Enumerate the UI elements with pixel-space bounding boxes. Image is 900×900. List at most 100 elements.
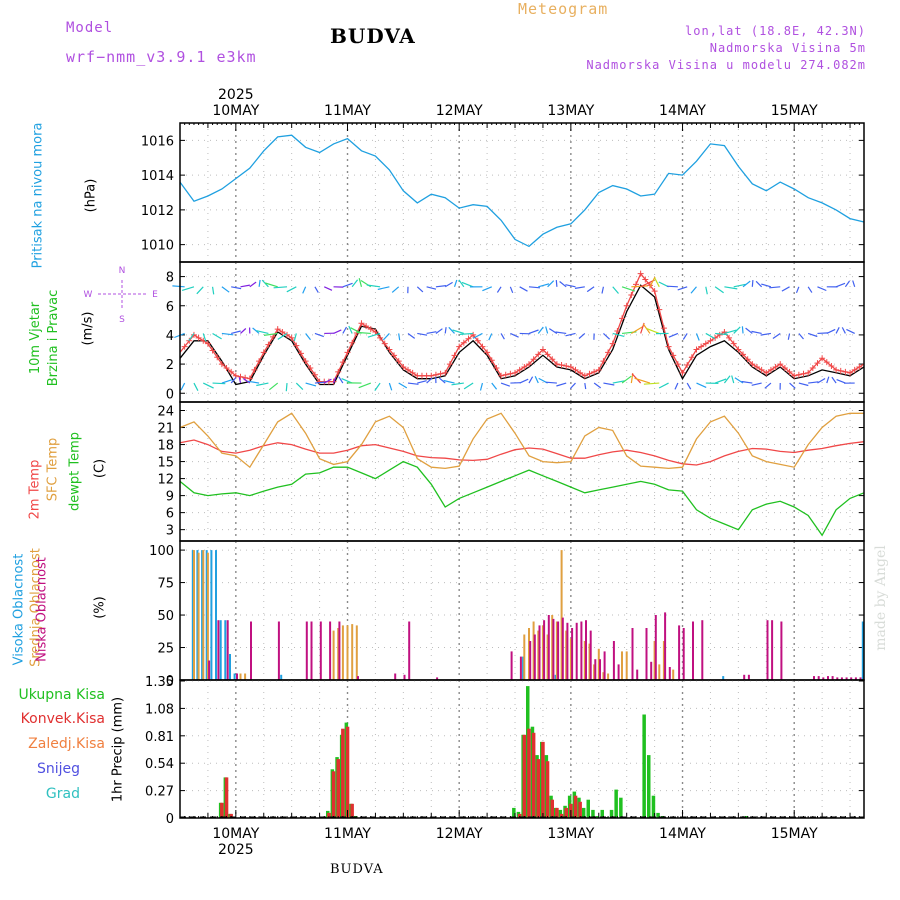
- top-day-label: 14MAY: [659, 103, 706, 119]
- gust-marker: [307, 364, 314, 371]
- bar: [345, 726, 350, 818]
- gust-marker: [698, 343, 705, 350]
- bar: [236, 673, 238, 680]
- bar: [546, 634, 549, 680]
- bar: [336, 759, 340, 818]
- wind-arrow: [808, 381, 819, 384]
- wind-arrow: [249, 281, 257, 288]
- wind-arrow: [555, 280, 558, 287]
- wind-arrow: [314, 286, 319, 293]
- gust-marker: [377, 334, 384, 341]
- bar: [559, 813, 564, 818]
- temp-unit: (C): [92, 458, 108, 479]
- bar: [581, 807, 586, 818]
- bar: [744, 816, 749, 818]
- panel-frame: [179, 122, 865, 263]
- bottom-day-label: 12MAY: [436, 826, 483, 842]
- bar: [578, 801, 582, 818]
- gust-marker: [591, 368, 598, 375]
- gust-marker: [800, 370, 807, 377]
- wind-arrow: [451, 382, 464, 386]
- gust-marker: [181, 343, 188, 350]
- bar: [651, 795, 656, 818]
- compass-e: E: [152, 290, 158, 300]
- bar: [531, 732, 536, 818]
- gust-marker: [339, 359, 346, 366]
- bar: [346, 625, 349, 680]
- temp-2m-label: 2m Temp: [27, 459, 43, 520]
- wind-arrow: [741, 326, 744, 334]
- bar: [701, 620, 704, 680]
- wind-arrow: [781, 286, 790, 292]
- gust-marker: [679, 369, 686, 376]
- wind-arrow: [377, 286, 390, 290]
- gust-marker: [828, 363, 835, 370]
- y-tick-label: 2: [166, 358, 174, 373]
- wind-arrow: [695, 333, 700, 341]
- y-tick-label: 0.81: [145, 730, 174, 745]
- series-line: [179, 134, 865, 248]
- wind-arrow: [705, 332, 716, 340]
- wind-arrow: [601, 286, 605, 294]
- y-tick-label: 21: [157, 422, 174, 437]
- bar: [331, 771, 336, 818]
- gust-marker: [614, 328, 621, 335]
- wind-arrow: [461, 281, 474, 288]
- wind-arrow: [212, 332, 222, 340]
- y-tick-label: 1010: [141, 239, 174, 254]
- wind-arrow: [417, 380, 427, 384]
- wind-arrow: [180, 382, 186, 391]
- y-tick-label: 0: [166, 674, 174, 689]
- gust-marker: [474, 337, 481, 344]
- wind-arrow: [358, 278, 363, 287]
- series-line: [179, 272, 865, 383]
- legend-total-rain: Ukupna Kisa: [18, 687, 105, 703]
- top-day-label: 11MAY: [324, 103, 371, 119]
- bar: [552, 618, 555, 680]
- wind-arrow: [444, 281, 453, 288]
- wind-arrow: [723, 375, 731, 384]
- gust-marker: [563, 363, 570, 370]
- bar: [250, 621, 252, 680]
- wind-arrow: [734, 377, 744, 384]
- bar: [561, 617, 564, 680]
- bar: [208, 660, 211, 680]
- wind-arrow: [188, 333, 195, 342]
- wind-arrow: [705, 286, 708, 295]
- gust-marker: [521, 364, 528, 370]
- gust-marker: [270, 333, 277, 340]
- wind-arrow: [836, 379, 846, 384]
- wind-arrow: [458, 279, 465, 288]
- top-day-label: 12MAY: [436, 103, 483, 119]
- bar: [654, 615, 657, 680]
- wind-arrow: [528, 329, 539, 335]
- bar: [585, 620, 587, 680]
- wind-arrow: [677, 286, 688, 291]
- gust-marker: [786, 368, 793, 375]
- bar: [533, 634, 536, 680]
- wind-arrow: [193, 382, 199, 391]
- wind-arrow: [338, 376, 344, 384]
- gust-marker: [600, 358, 607, 365]
- wind-arrow: [844, 280, 850, 288]
- bar: [201, 550, 204, 680]
- bar: [215, 550, 217, 680]
- bar: [594, 659, 597, 680]
- wind-arrow: [510, 332, 519, 338]
- series-line: [179, 412, 864, 470]
- wind-arrow: [435, 328, 443, 334]
- bar: [547, 615, 550, 680]
- y-tick-label: 9: [166, 490, 174, 505]
- bar: [607, 673, 610, 680]
- wind-arrow: [826, 376, 830, 384]
- wind-arrow: [798, 382, 809, 387]
- wind-arrow: [314, 381, 326, 384]
- bar: [614, 789, 618, 818]
- wind-arrow: [172, 285, 185, 288]
- gust-marker: [256, 358, 263, 365]
- wind-arrow: [574, 286, 585, 289]
- bar: [569, 638, 572, 680]
- wind-arrow: [407, 332, 416, 339]
- gust-marker: [265, 341, 272, 348]
- bar: [621, 651, 623, 680]
